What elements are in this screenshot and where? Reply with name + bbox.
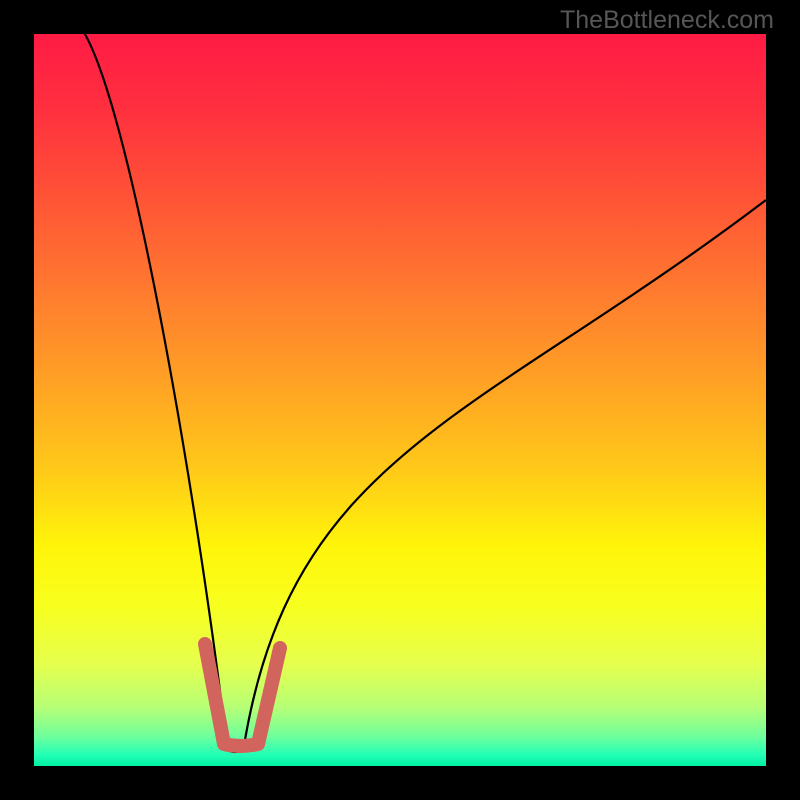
watermark-text: TheBottleneck.com bbox=[560, 6, 774, 35]
bottleneck-chart bbox=[0, 0, 800, 800]
plot-background bbox=[34, 34, 766, 766]
